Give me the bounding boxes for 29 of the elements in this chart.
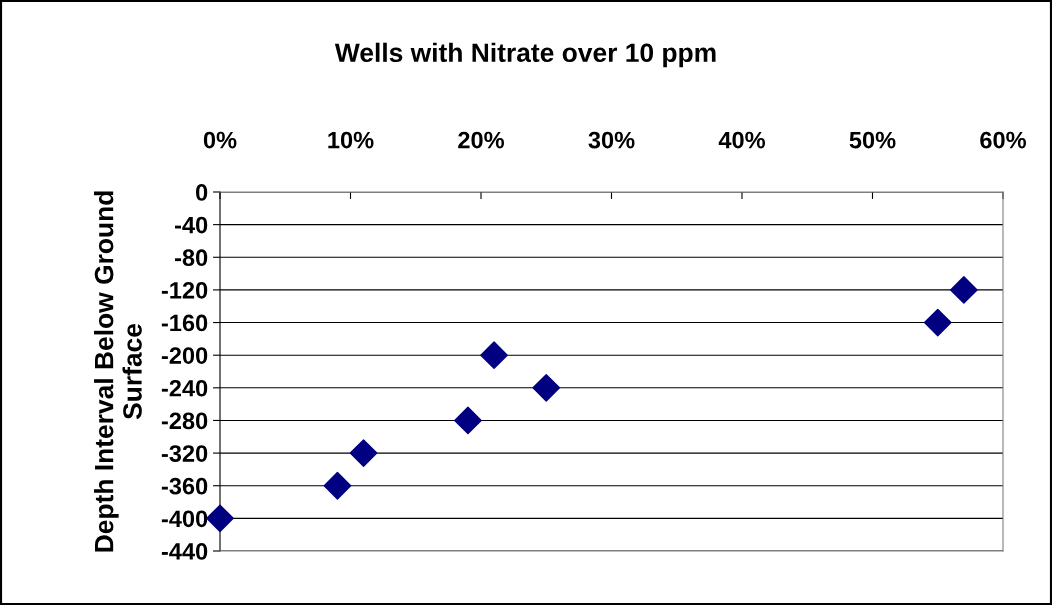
point <box>349 439 378 467</box>
y-tick-label: 0 <box>196 184 208 201</box>
point <box>532 373 561 402</box>
x-tick-label: 40% <box>718 131 766 149</box>
point <box>206 504 234 533</box>
y-tick-label: -120 <box>161 281 208 299</box>
x-tick-label: 60% <box>980 131 1027 149</box>
y-tick-label: -280 <box>161 412 208 430</box>
point <box>454 406 482 435</box>
x-tick-label: 20% <box>458 131 505 149</box>
x-tick-label: 30% <box>588 131 635 149</box>
y-tick-label: -360 <box>161 477 208 495</box>
x-tick-label: 10% <box>328 131 374 149</box>
x-tick-label: 0% <box>203 131 237 149</box>
chart-title: Wells with Nitrate over 10 ppm <box>334 42 716 68</box>
point <box>480 341 508 370</box>
point <box>323 471 352 500</box>
y-tick-label: -160 <box>161 314 208 332</box>
point <box>949 276 978 304</box>
y-tick-label: -200 <box>161 347 208 364</box>
y-tick-label: -240 <box>161 379 208 397</box>
y-tick-label: -440 <box>161 543 208 560</box>
y-tick-label: -80 <box>175 249 208 267</box>
x-tick-label: 50% <box>849 131 896 149</box>
y-tick-label: -320 <box>161 445 208 462</box>
y-tick-label: -400 <box>161 510 208 528</box>
y-tick-label: -40 <box>175 216 208 234</box>
y-axis-title: Depth Interval Below Ground Surface <box>94 191 142 552</box>
point <box>923 308 952 337</box>
